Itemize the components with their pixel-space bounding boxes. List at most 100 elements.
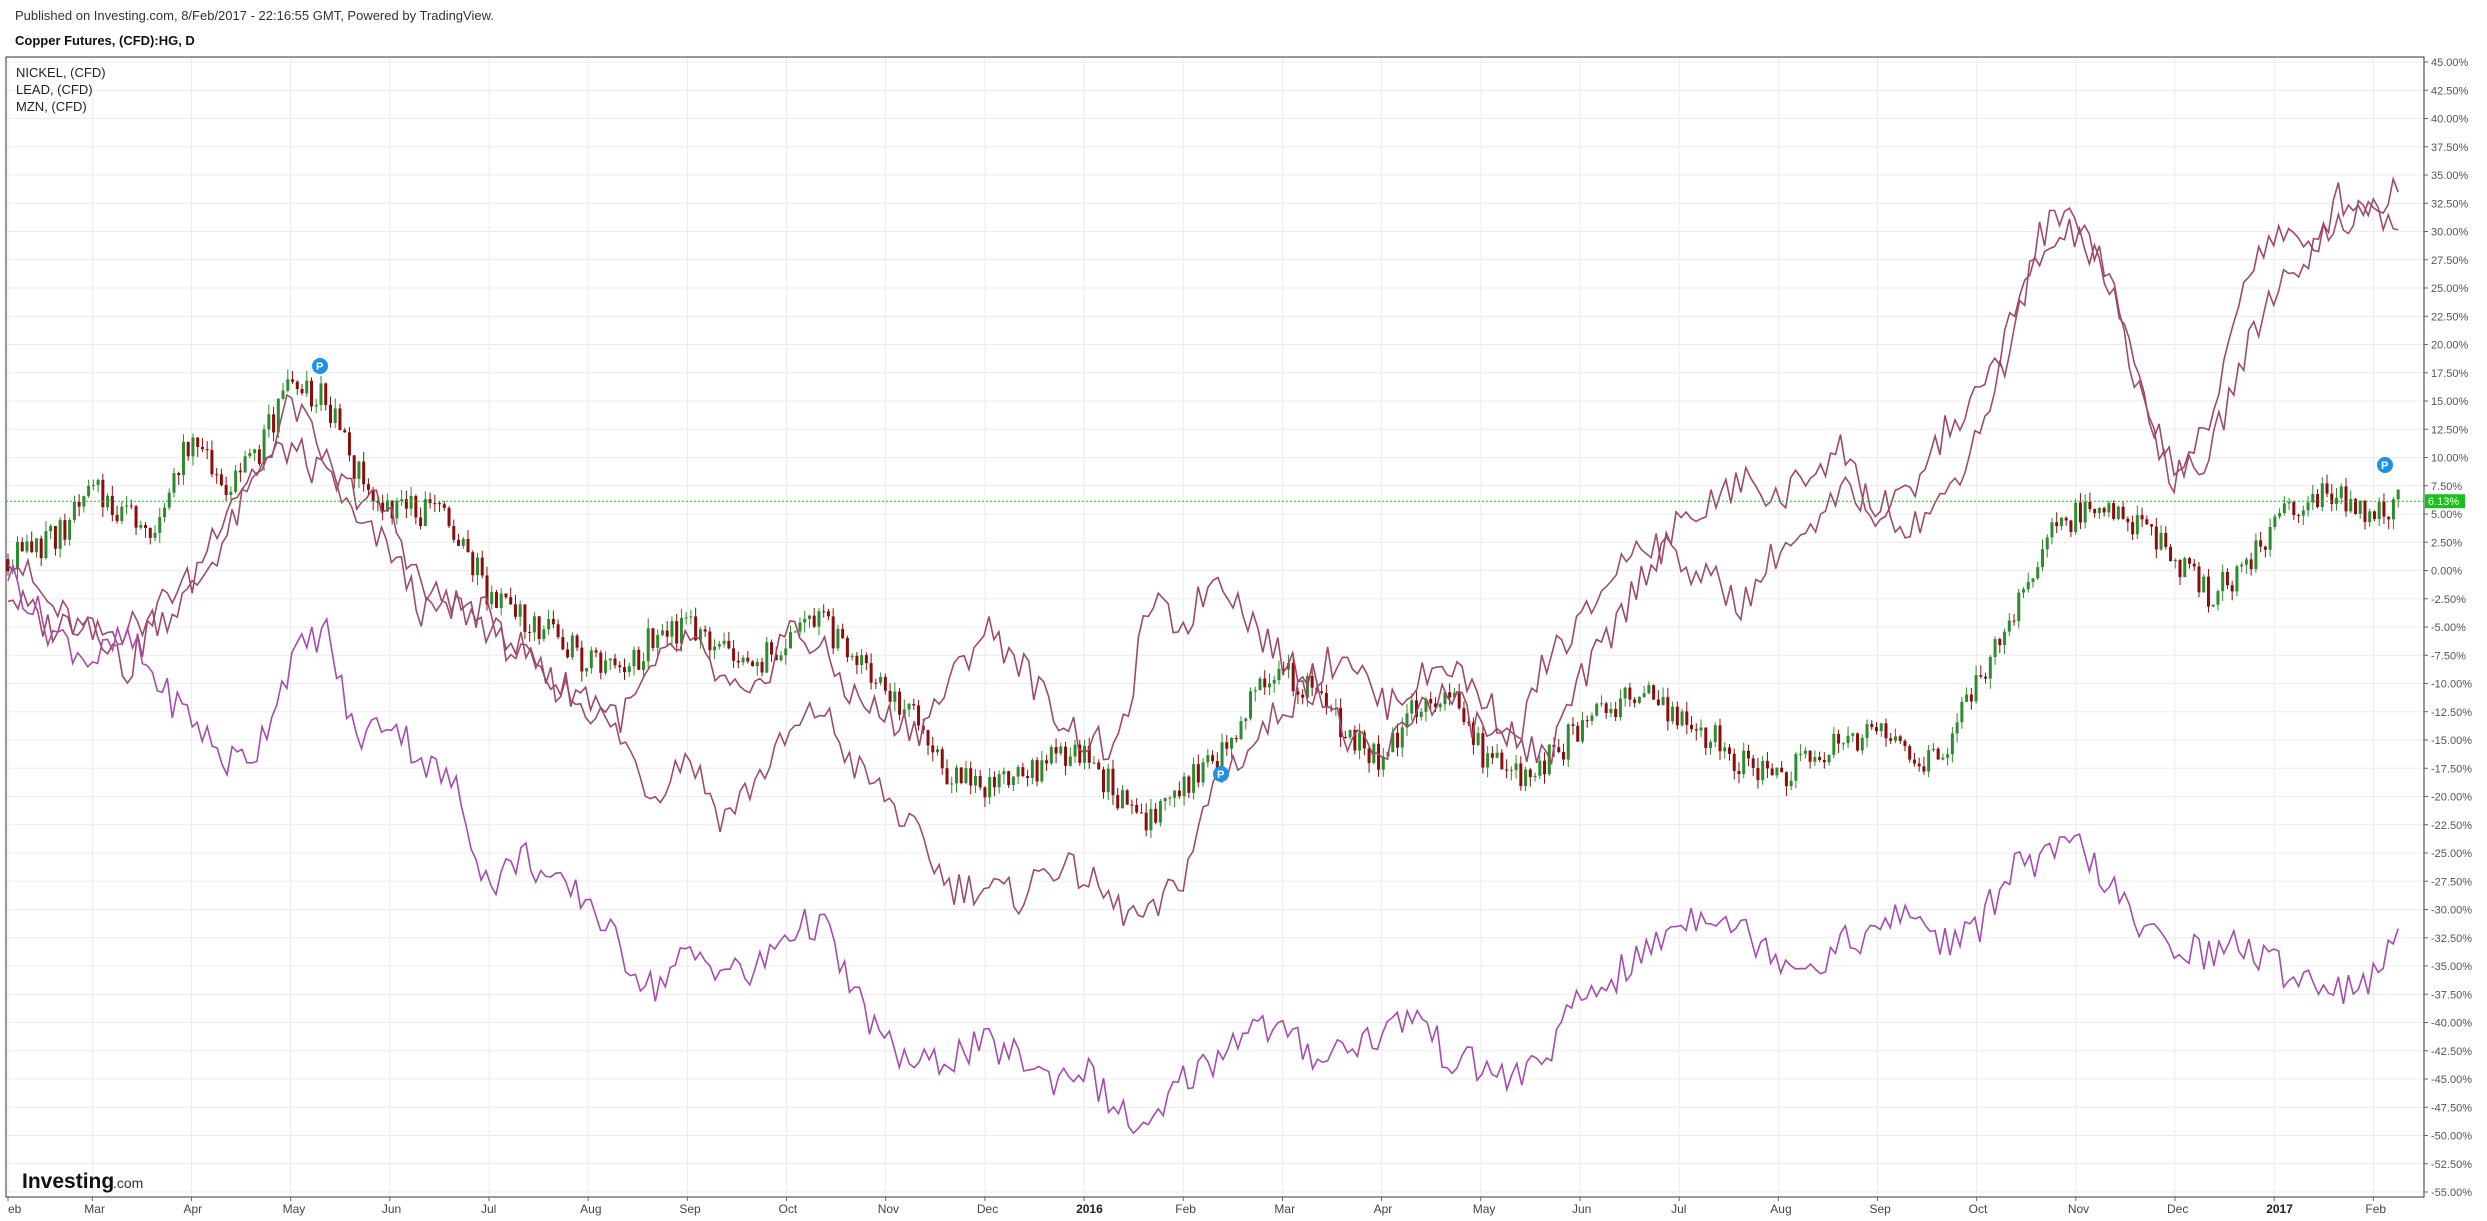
candle-body — [291, 379, 295, 382]
candle-body — [196, 437, 200, 447]
candle-body — [2254, 540, 2258, 570]
candle-body — [1348, 730, 1352, 738]
candle-body — [158, 517, 162, 533]
candle-body — [1467, 722, 1471, 724]
candle-body — [366, 484, 370, 490]
candle-body — [2197, 566, 2201, 593]
candle-body — [575, 635, 579, 648]
candle-body — [281, 390, 285, 399]
candle-body — [447, 507, 451, 527]
x-tick-label: Aug — [580, 1202, 601, 1216]
y-tick-label: -32.50% — [2431, 933, 2472, 945]
x-tick-label: Feb — [2365, 1202, 2386, 1216]
candle-body — [1879, 723, 1883, 732]
candle-body — [618, 665, 622, 668]
candle-body — [641, 661, 645, 670]
x-tick-label: Sep — [1869, 1202, 1891, 1216]
candle-body — [1751, 758, 1755, 768]
y-tick-label: 17.50% — [2431, 368, 2469, 380]
candle-body — [1362, 732, 1366, 749]
legend-mzn: MZN, (CFD) — [16, 99, 87, 114]
candle-body — [1941, 757, 1945, 760]
candle-body — [1599, 703, 1603, 705]
x-tick-label: Mar — [84, 1202, 105, 1216]
candle-body — [2235, 566, 2239, 592]
candle-body — [167, 492, 171, 508]
candle-body — [2097, 508, 2101, 514]
candle-body — [1543, 760, 1547, 775]
candle-body — [2316, 494, 2320, 507]
y-tick-label: -22.50% — [2431, 820, 2472, 832]
candle-body — [537, 616, 541, 640]
candle-body — [1732, 753, 1736, 771]
x-tick-label: May — [1473, 1202, 1496, 1216]
candle-body — [1704, 727, 1708, 748]
candle-body — [2126, 518, 2130, 523]
candle-body — [1353, 730, 1357, 751]
y-tick-label: 40.00% — [2431, 114, 2469, 126]
candle-body — [793, 631, 797, 633]
candle-body — [1860, 737, 1864, 751]
candle-body — [1623, 687, 1627, 699]
candle-body — [1291, 662, 1295, 692]
candle-body — [869, 663, 873, 683]
candle-body — [1059, 746, 1063, 754]
x-tick-label: 2016 — [1076, 1202, 1103, 1216]
y-tick-label: -20.00% — [2431, 792, 2472, 804]
candle-body — [2017, 592, 2021, 622]
candle-body — [20, 542, 24, 552]
candle-body — [1049, 747, 1053, 764]
candle-body — [670, 621, 674, 637]
candle-body — [1087, 745, 1091, 763]
candle-body — [1761, 760, 1765, 781]
candle-body — [841, 628, 845, 638]
candle-body — [1324, 692, 1328, 708]
candle-body — [139, 525, 143, 528]
candle-body — [2169, 546, 2173, 562]
candle-body — [807, 615, 811, 619]
candle-body — [1746, 750, 1750, 759]
candle-body — [1718, 725, 1722, 752]
candle-body — [836, 628, 840, 649]
candle-body — [822, 611, 826, 613]
candle-body — [2074, 502, 2078, 532]
candle-body — [2040, 549, 2044, 568]
candle-body — [2059, 517, 2063, 527]
candle-body — [599, 652, 603, 673]
candle-body — [2154, 526, 2158, 550]
candle-body — [580, 647, 584, 672]
candle-body — [741, 657, 745, 663]
candle-body — [1168, 797, 1172, 799]
candle-body — [1533, 775, 1537, 778]
candle-body — [485, 575, 489, 605]
candle-body — [229, 491, 233, 495]
candle-body — [2088, 501, 2092, 510]
candle-body — [253, 449, 257, 453]
candle-body — [1562, 751, 1566, 760]
pin-icon — [2377, 457, 2393, 473]
pin-letter: P — [2381, 460, 2388, 472]
candle-body — [1083, 745, 1087, 763]
candle-body — [694, 616, 698, 641]
event-pin-feb-2017[interactable]: P — [2377, 457, 2393, 473]
candle-body — [267, 414, 271, 430]
event-pin-may[interactable]: P — [312, 358, 328, 374]
candle-body — [1870, 723, 1874, 728]
candle-body — [77, 501, 81, 507]
candle-body — [1609, 708, 1613, 714]
candle-body — [2391, 499, 2395, 520]
candle-body — [1524, 769, 1528, 787]
candle-body — [1505, 769, 1509, 771]
candle-body — [883, 676, 887, 691]
candle-body — [466, 538, 470, 553]
candle-body — [1277, 669, 1281, 681]
candle-body — [784, 648, 788, 656]
candle-body — [1054, 747, 1058, 754]
event-pin-feb-2016[interactable]: P — [1213, 766, 1229, 782]
candle-body — [675, 621, 679, 644]
candle-body — [475, 557, 479, 576]
candle-body — [736, 660, 740, 663]
candle-body — [120, 506, 124, 522]
candle-body — [1045, 760, 1049, 764]
